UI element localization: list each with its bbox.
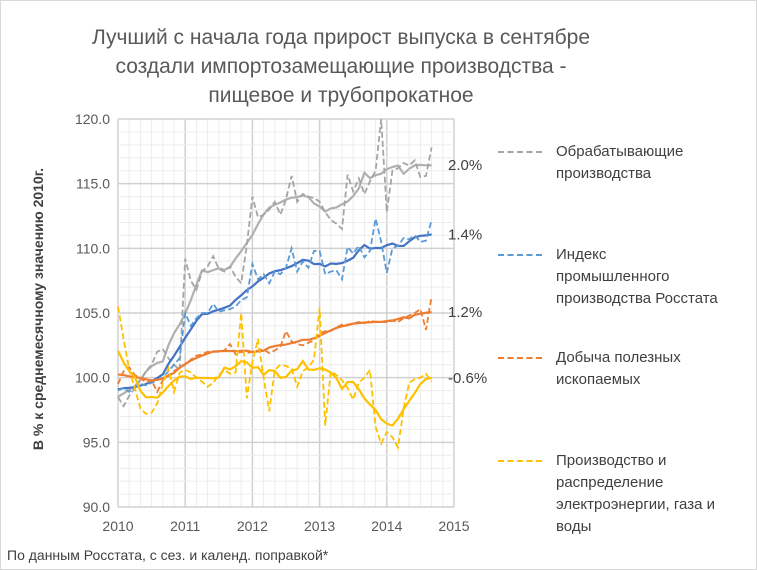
legend-label: промышленного: [556, 268, 670, 285]
y-tick-label: 115.0: [76, 176, 110, 192]
legend-item-utilities: Производство и распределение электроэнер…: [498, 450, 756, 538]
y-tick-label: 120.0: [75, 111, 110, 127]
y-tick-label: 110.0: [76, 240, 110, 256]
legend-swatch: [498, 254, 542, 256]
legend-label: воды: [556, 518, 592, 535]
end-label: 1.2%: [448, 304, 482, 321]
x-tick-label: 2014: [371, 518, 402, 534]
legend-label: электроэнергии, газа и: [556, 496, 715, 513]
trend-line-0: [117, 163, 432, 398]
legend-swatch: [498, 357, 542, 359]
end-label: 2.0%: [448, 157, 482, 174]
x-tick-label: 2012: [237, 518, 268, 534]
end-label: 1.4%: [448, 226, 482, 243]
title-line: создали импортозамещающие производства -: [115, 55, 567, 78]
x-tick-label: 2011: [170, 518, 200, 534]
legend-label: распределение: [556, 474, 664, 491]
y-tick-label: 95.0: [83, 434, 110, 450]
legend-label: Производство и: [556, 452, 667, 469]
x-tick-label: 2010: [102, 518, 133, 534]
legend-item-manufacturing: Обрабатывающие производства: [498, 141, 756, 185]
title-line: Лучший с начала года прирост выпуска в с…: [91, 26, 591, 49]
y-tick-label: 105.0: [75, 305, 110, 321]
trend-line-3: [117, 350, 432, 427]
legend-label: ископаемых: [556, 371, 641, 388]
legend-label: Обрабатывающие: [556, 143, 684, 160]
x-tick-label: 2013: [304, 518, 335, 534]
end-label: -0.6%: [448, 370, 487, 387]
y-tick-label: 100.0: [75, 370, 110, 386]
legend-label: Индекс: [556, 246, 607, 263]
chart-title: Лучший с начала года прирост выпуска в с…: [61, 23, 621, 110]
footnote: По данным Росстата, с сез. и календ. поп…: [7, 547, 329, 563]
y-tick-label: 90.0: [83, 499, 110, 515]
legend-item-industrial-index: Индекс промышленного производства Росста…: [498, 244, 756, 310]
series-line-3: [117, 306, 433, 451]
legend-swatch: [498, 460, 542, 462]
legend-label: Добыча полезных: [556, 349, 681, 366]
x-tick-label: 2015: [438, 518, 469, 534]
legend-label: производства Росстата: [556, 290, 718, 307]
legend-swatch: [498, 151, 542, 153]
legend-label: производства: [556, 165, 652, 182]
title-line: пищевое и трубопрокатное: [208, 84, 474, 107]
legend-item-mining: Добыча полезных ископаемых: [498, 347, 756, 391]
